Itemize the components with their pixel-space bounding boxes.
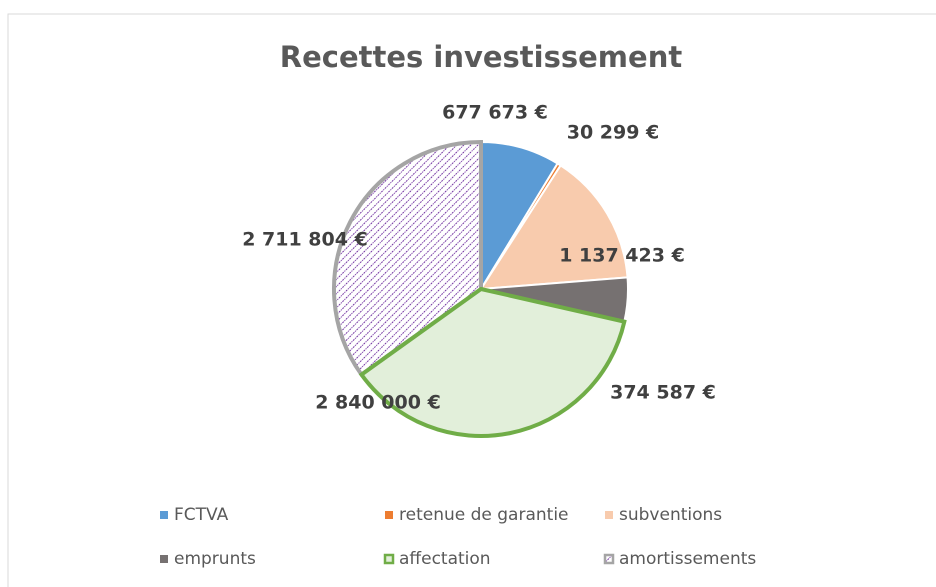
legend-marker	[603, 553, 615, 565]
pie-slice	[479, 164, 629, 291]
value-label: 30 299 €	[567, 122, 660, 144]
pie-slice	[358, 286, 627, 438]
legend-marker	[160, 511, 168, 519]
legend-marker	[383, 553, 395, 565]
value-label: 374 587 €	[610, 382, 716, 404]
pie-slice	[332, 139, 483, 378]
slices	[332, 139, 629, 438]
legend-marker	[160, 555, 168, 563]
value-label: 677 673 €	[442, 102, 548, 124]
legend: FCTVA retenue de garantie subventions empru…	[160, 505, 756, 569]
legend-marker	[385, 511, 393, 519]
legend-label: subventions	[619, 505, 722, 525]
value-label: 1 137 423 €	[559, 245, 685, 267]
legend-label: retenue de garantie	[399, 505, 569, 525]
chart-title: Recettes investissement	[280, 40, 683, 74]
value-label: 2 840 000 €	[315, 392, 441, 414]
legend-label: FCTVA	[174, 505, 229, 525]
legend-label: affectation	[399, 549, 491, 569]
legend-marker	[605, 511, 613, 519]
legend-label: amortissements	[619, 549, 756, 569]
value-label: 2 711 804 €	[242, 229, 368, 251]
labels: 677 673 € 30 299 € 1 137 423 € 374 587 € 2 8…	[242, 102, 716, 414]
legend-label: emprunts	[174, 549, 256, 569]
